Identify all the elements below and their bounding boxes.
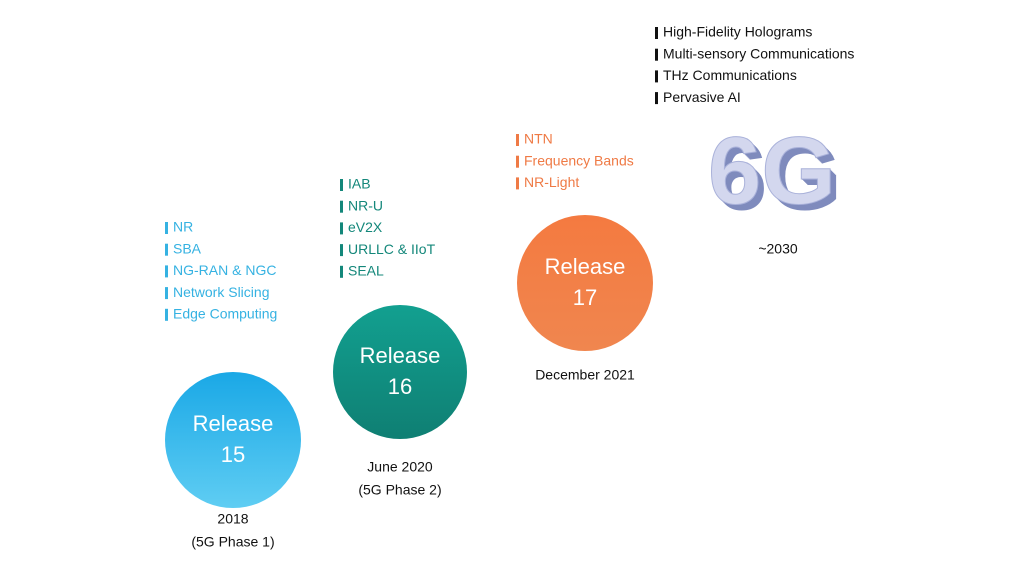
feature-item: NG-RAN & NGC [173, 262, 276, 278]
release-label: 16 [388, 374, 412, 399]
feature-bullet [165, 265, 168, 278]
release-circle [517, 215, 653, 351]
feature-bullet [165, 287, 168, 300]
feature-item: High-Fidelity Holograms [663, 24, 812, 40]
release-circle [333, 305, 467, 439]
release-date: (5G Phase 2) [358, 482, 441, 498]
release-label: 15 [221, 442, 245, 467]
feature-item: SBA [173, 240, 202, 256]
feature-bullet [340, 265, 343, 278]
feature-bullet [165, 243, 168, 256]
release-date: (5G Phase 1) [191, 534, 274, 550]
feature-bullet [655, 27, 658, 39]
feature-item: Network Slicing [173, 284, 269, 300]
feature-bullet [655, 92, 658, 105]
feature-item: Multi-sensory Communications [663, 45, 854, 61]
feature-item: NR-U [348, 197, 383, 213]
release-label: 17 [573, 285, 597, 310]
feature-item: Edge Computing [173, 306, 277, 322]
six-g-logo: 6G [708, 117, 836, 224]
six-g-shadow: 6G [710, 119, 838, 226]
six-g-shadow: 6G [712, 121, 840, 228]
release-date: June 2020 [367, 459, 433, 475]
feature-item: NTN [524, 131, 553, 147]
release-date: 2018 [217, 511, 248, 527]
feature-item: NR [173, 219, 193, 235]
feature-bullet [655, 70, 658, 83]
feature-bullet [340, 222, 343, 235]
feature-bullet [165, 308, 168, 321]
six-g-shadow: 6G [711, 120, 839, 227]
six-g-shadow: 6G [714, 123, 842, 230]
release-label: Release [193, 411, 274, 436]
feature-item: URLLC & IIoT [348, 241, 436, 257]
six-g-shadow: 6G [709, 118, 837, 225]
release-label: Release [545, 254, 626, 279]
feature-item: IAB [348, 176, 371, 192]
release-circle [165, 372, 301, 508]
release-label: Release [360, 343, 441, 368]
feature-bullet [340, 244, 343, 257]
feature-item: Pervasive AI [663, 89, 741, 105]
feature-item: THz Communications [663, 67, 797, 83]
feature-item: Frequency Bands [524, 152, 634, 168]
feature-bullet [516, 177, 519, 190]
feature-bullet [655, 48, 658, 61]
feature-bullet [516, 134, 519, 146]
feature-bullet [516, 155, 519, 168]
feature-bullet [340, 200, 343, 213]
release-date: December 2021 [535, 367, 635, 383]
feature-bullet [165, 222, 168, 234]
feature-item: SEAL [348, 263, 384, 279]
six-g-shadow: 6G [713, 122, 841, 229]
feature-bullet [340, 179, 343, 191]
feature-item: eV2X [348, 219, 383, 235]
feature-item: NR-Light [524, 174, 579, 190]
release-date: ~2030 [758, 241, 798, 257]
